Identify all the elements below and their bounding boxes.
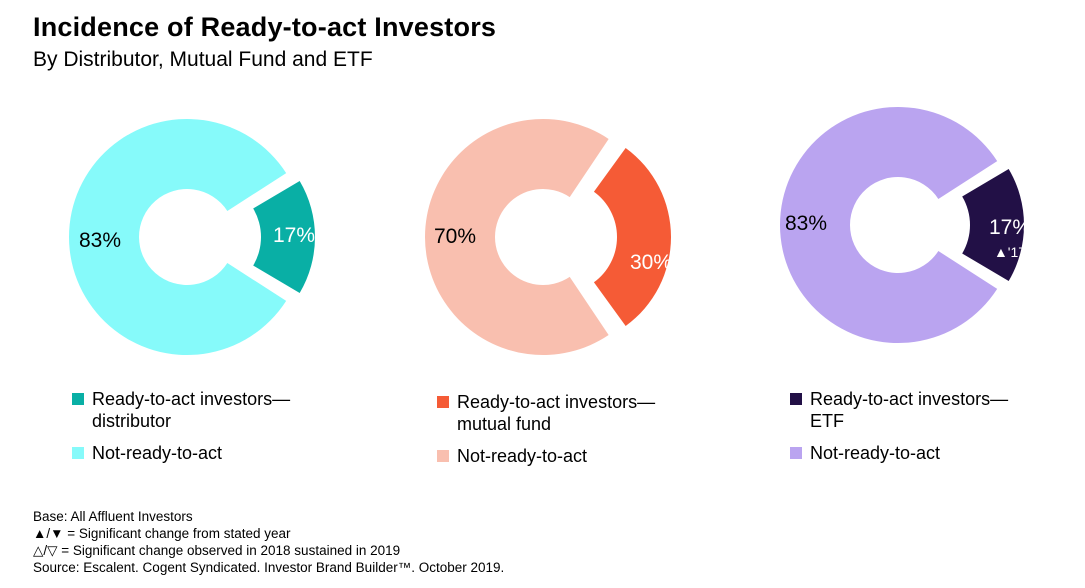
legend-swatch xyxy=(790,447,802,459)
legend-label: mutual fund xyxy=(457,414,552,434)
data-label-ready: 17% xyxy=(273,224,315,247)
legend-distributor: Ready-to-act investors— distributor Not-re… xyxy=(72,388,290,464)
significance-annotation: ▲'17 xyxy=(994,244,1026,260)
footer-notes: Base: All Affluent Investors ▲/▼ = Signi… xyxy=(33,508,504,576)
legend-item: Not-ready-to-act xyxy=(790,442,1008,464)
legend-label: Not-ready-to-act xyxy=(457,446,588,466)
donut-slice-not-ready xyxy=(780,107,998,343)
legend-swatch xyxy=(437,396,449,408)
footer-base: Base: All Affluent Investors xyxy=(33,509,193,524)
data-label-not-ready: 83% xyxy=(785,212,827,235)
legend-label: Ready-to-act investors— xyxy=(810,389,1009,409)
donut-slice-ready xyxy=(253,181,315,293)
footer-significance-sustained: △/▽ = Significant change observed in 201… xyxy=(33,543,401,558)
data-label-not-ready: 83% xyxy=(79,229,121,252)
legend-label: ETF xyxy=(810,411,844,431)
legend-label: Not-ready-to-act xyxy=(92,443,223,463)
legend-swatch xyxy=(437,450,449,462)
legend-item: Not-ready-to-act xyxy=(437,445,655,467)
data-label-not-ready: 70% xyxy=(434,225,476,248)
donut-2: 17% 83% ▲'17 xyxy=(780,107,1031,343)
footer-source: Source: Escalent. Cogent Syndicated. Inv… xyxy=(33,560,505,575)
legend-etf: Ready-to-act investors— ETF Not-ready-to-a… xyxy=(790,388,1008,464)
legend-swatch xyxy=(72,447,84,459)
donut-1: 30% 70% xyxy=(424,118,672,355)
legend-label: Ready-to-act investors— xyxy=(457,392,656,412)
legend-label: Ready-to-act investors— xyxy=(92,389,291,409)
donut-0: 17% 83% xyxy=(68,119,315,356)
legend-item: Ready-to-act investors— ETF xyxy=(790,388,1008,432)
donut-slice-ready xyxy=(962,169,1025,281)
legend-swatch xyxy=(72,393,84,405)
legend-item: Not-ready-to-act xyxy=(72,442,290,464)
data-label-ready: 30% xyxy=(630,251,672,274)
donut-slice-ready xyxy=(593,148,671,326)
legend-item: Ready-to-act investors— mutual fund xyxy=(437,391,655,435)
donut-slice-not-ready xyxy=(68,119,287,356)
legend-item: Ready-to-act investors— distributor xyxy=(72,388,290,432)
footer-significance-stated-year: ▲/▼ = Significant change from stated yea… xyxy=(33,526,291,541)
chart-title: Incidence of Ready-to-act Investors xyxy=(33,12,497,42)
legend-label: distributor xyxy=(92,411,172,431)
legend-swatch xyxy=(790,393,802,405)
data-label-ready: 17% xyxy=(989,216,1031,239)
legend-mutual-fund: Ready-to-act investors— mutual fund Not-re… xyxy=(437,391,655,467)
donut-slice-not-ready xyxy=(424,118,609,355)
legend-label: Not-ready-to-act xyxy=(810,443,941,463)
chart-subtitle: By Distributor, Mutual Fund and ETF xyxy=(33,48,373,71)
